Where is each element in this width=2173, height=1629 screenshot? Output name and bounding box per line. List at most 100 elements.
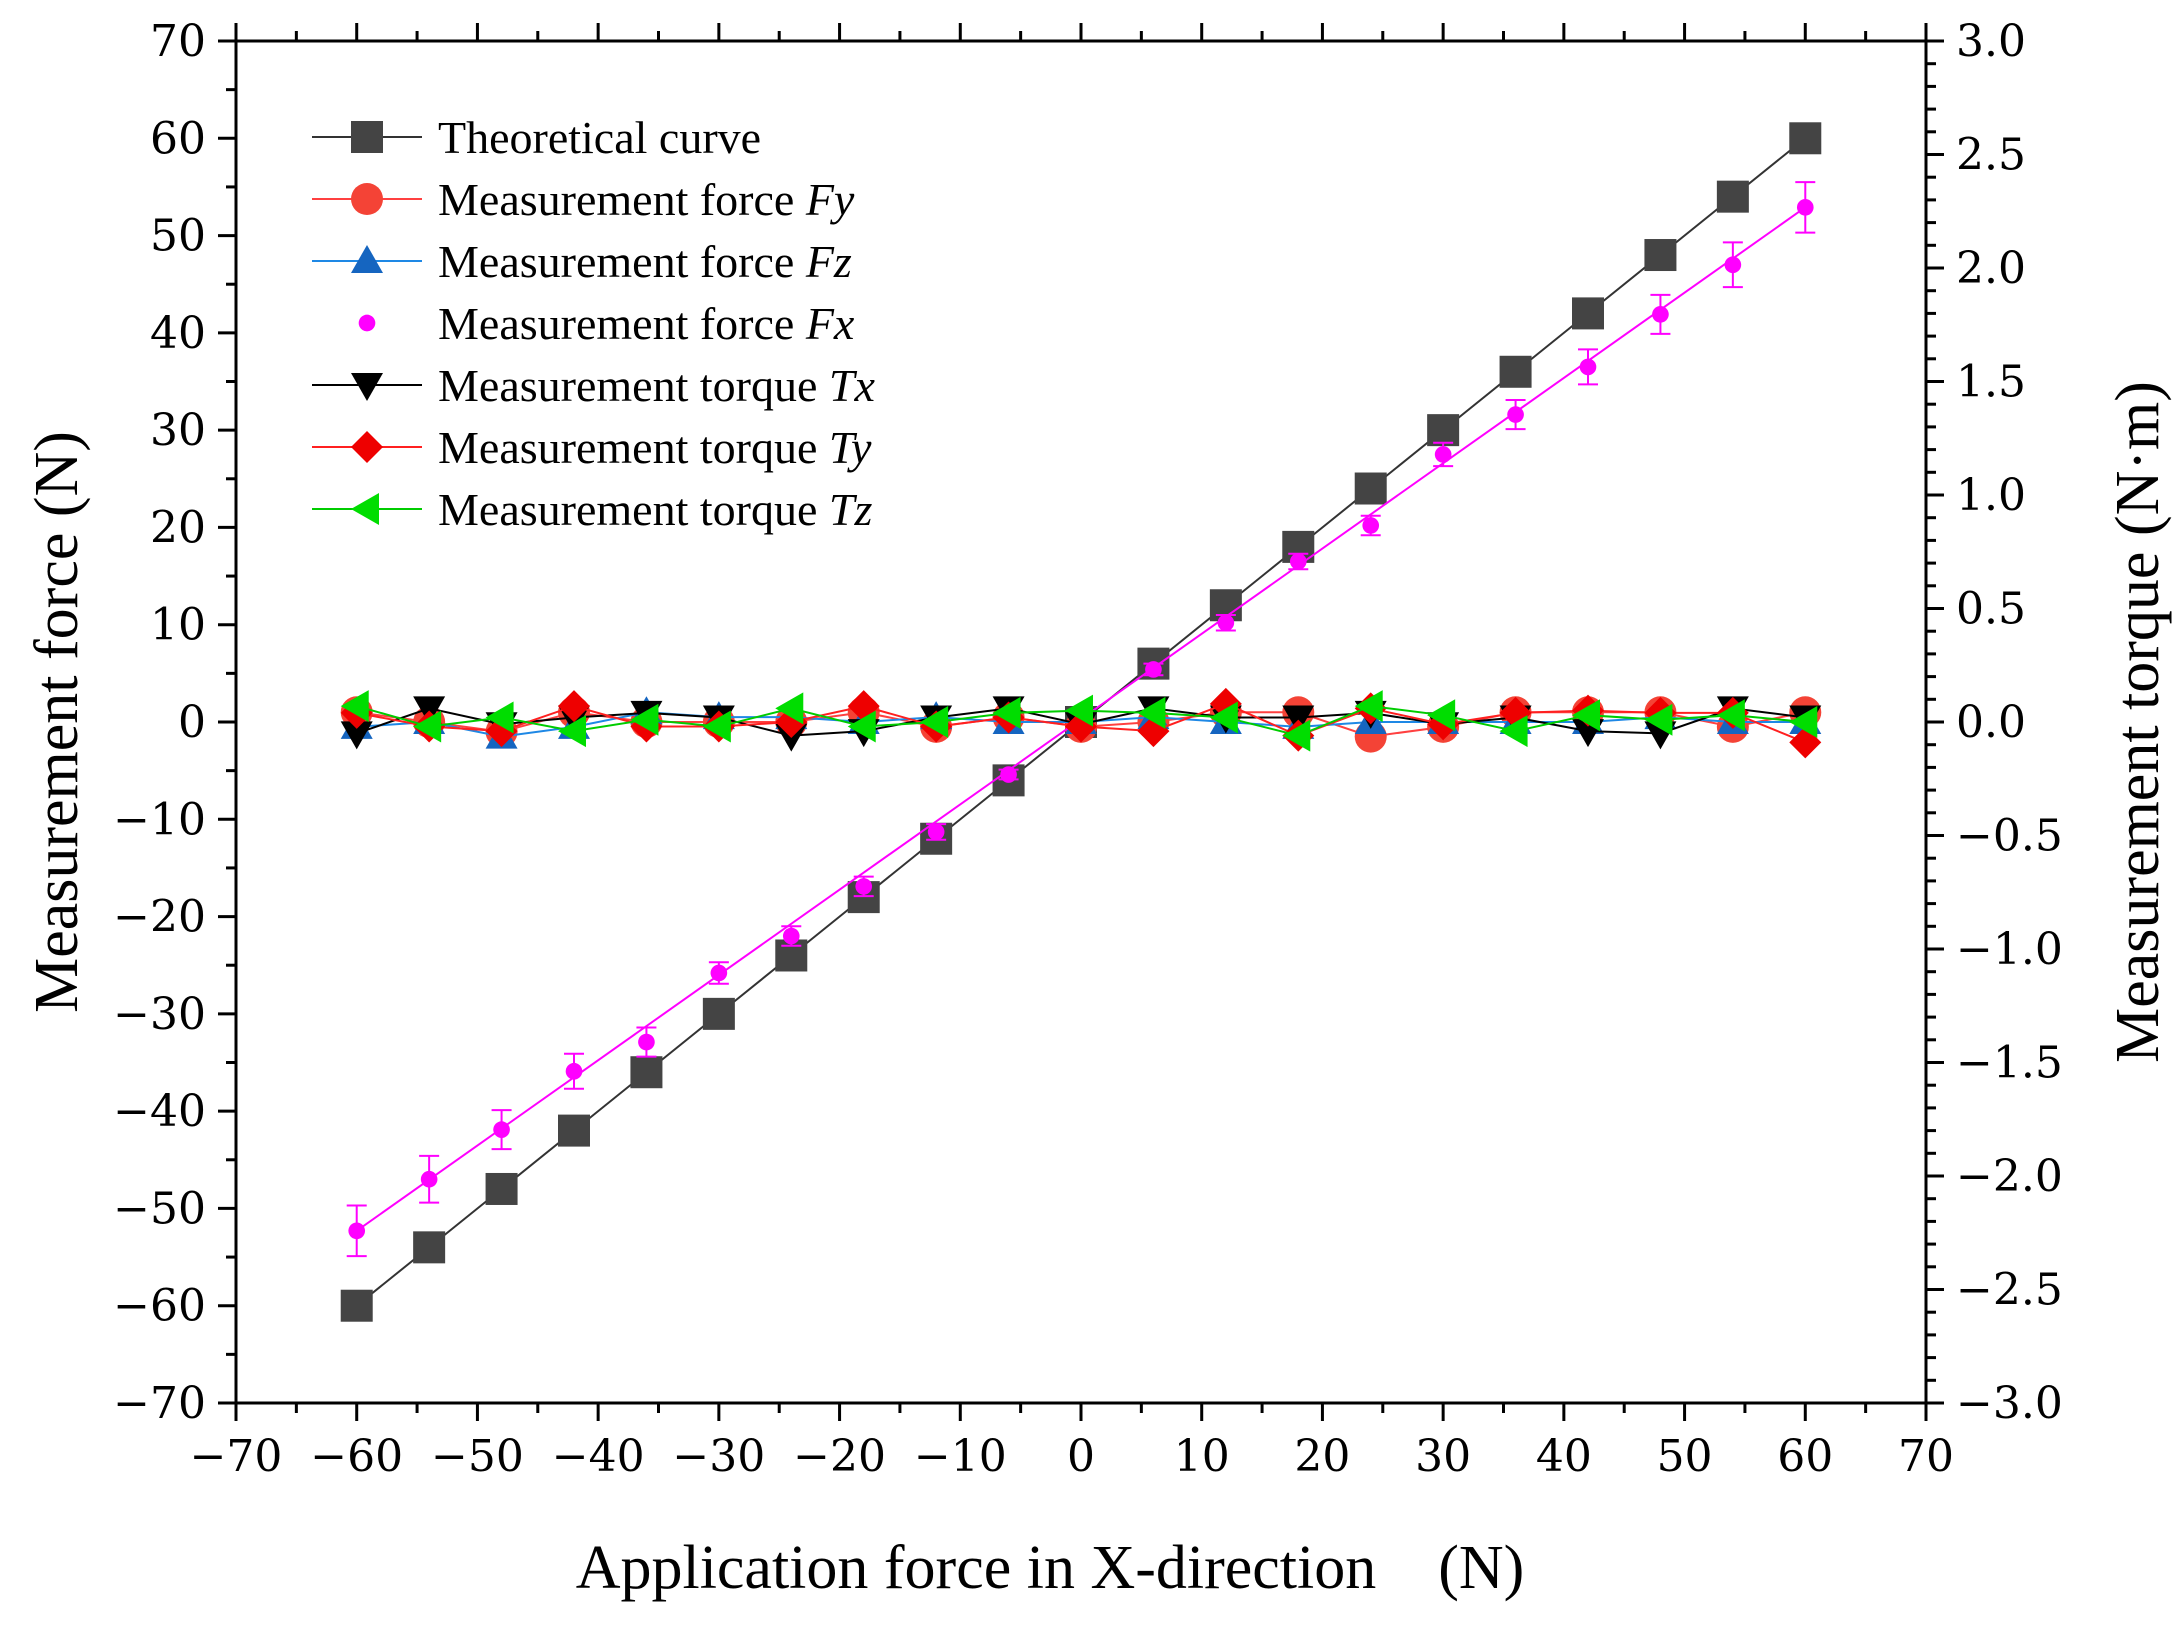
data-point	[1434, 446, 1452, 463]
legend: Theoretical curve Measurement force Fy Mea…	[312, 112, 875, 535]
legend-item: Measurement torque Ty	[312, 422, 872, 473]
data-point	[1289, 553, 1307, 570]
data-point	[992, 696, 1021, 729]
legend-marker	[351, 121, 383, 153]
data-point	[1000, 766, 1017, 783]
y-tick-label: 0	[178, 697, 206, 748]
y2-tick-label: 0.5	[1956, 584, 2026, 635]
data-point	[1644, 239, 1677, 272]
series-layer	[340, 122, 1822, 1322]
y-tick-label: −60	[113, 1281, 206, 1332]
legend-marker	[358, 314, 376, 332]
y2-tick-label: 3.0	[1956, 16, 2026, 67]
y2-tick-label: −0.5	[1956, 811, 2063, 862]
data-point	[855, 878, 873, 895]
data-point	[702, 710, 731, 743]
x-tick-label: −20	[793, 1431, 886, 1482]
legend-item: Theoretical curve	[312, 112, 761, 163]
legend-item: Measurement torque Tx	[312, 360, 875, 411]
y-tick-label: 70	[150, 16, 206, 67]
data-point	[1209, 701, 1238, 734]
x-tick-label: −10	[914, 1431, 1007, 1482]
axis-ticks: −70 −60 −50 −40 −30 −20 −10 0 10 20 30 40 50 60 70 70 60…	[113, 16, 2063, 1482]
data-point	[1217, 614, 1235, 632]
legend-marker	[351, 431, 383, 463]
legend-label: Theoretical curve	[438, 112, 761, 163]
y2-tick-label: −3.0	[1956, 1378, 2063, 1429]
data-point	[1354, 690, 1383, 723]
y2-tick-label: −2.0	[1956, 1151, 2063, 1202]
legend-marker	[351, 183, 383, 215]
legend-marker	[351, 493, 379, 525]
x-tick-label: 30	[1415, 1431, 1471, 1482]
data-point	[485, 1172, 518, 1205]
data-point	[1789, 706, 1818, 738]
x-axis-title: Application force in X-direction (N)	[576, 1534, 1525, 1602]
x-tick-label: 10	[1174, 1431, 1230, 1482]
legend-item: Measurement torque Tz	[312, 484, 872, 535]
y-tick-label: −40	[113, 1086, 206, 1137]
legend-marker	[351, 245, 383, 273]
y-tick-label: 20	[150, 502, 206, 553]
data-point	[340, 690, 369, 723]
legend-label: Measurement force Fy	[438, 174, 855, 225]
y-tick-label: 40	[150, 308, 206, 359]
data-point	[413, 696, 446, 725]
y2-tick-label: −1.0	[1956, 924, 2063, 975]
series-7	[340, 690, 1818, 752]
data-point	[413, 710, 442, 743]
y2-tick-label: −1.5	[1956, 1038, 2063, 1089]
data-point	[1716, 180, 1749, 213]
data-point	[1354, 472, 1387, 505]
x-tick-label: −40	[552, 1431, 645, 1482]
y2-tick-label: 2.5	[1956, 130, 2026, 181]
legend-label: Measurement force Fz	[438, 236, 852, 287]
data-point	[630, 703, 659, 736]
data-point	[558, 715, 586, 748]
y-tick-label: −70	[113, 1378, 206, 1429]
data-point	[1652, 306, 1669, 323]
data-point	[485, 701, 514, 734]
data-point	[782, 927, 800, 945]
data-point	[558, 1114, 590, 1147]
legend-label: Measurement torque Ty	[438, 422, 872, 473]
data-point	[847, 710, 876, 743]
data-point	[1282, 719, 1311, 752]
data-point	[710, 964, 728, 982]
y-tick-label: −30	[113, 989, 206, 1040]
data-point	[927, 823, 945, 841]
data-point	[1065, 694, 1093, 727]
legend-marker	[351, 373, 383, 401]
data-point	[1145, 661, 1162, 678]
y-tick-label: −20	[113, 892, 206, 943]
data-point	[1796, 199, 1814, 216]
y2-tick-label: −2.5	[1956, 1265, 2063, 1316]
data-point	[413, 1231, 446, 1264]
data-point	[493, 1121, 510, 1138]
x-tick-label: −50	[431, 1431, 524, 1482]
data-point	[1716, 699, 1745, 732]
series-1	[340, 122, 1822, 1322]
legend-item: Measurement force Fz	[312, 236, 852, 287]
data-point	[1724, 256, 1742, 274]
y-tick-label: 10	[150, 600, 206, 651]
x-tick-label: −60	[310, 1431, 403, 1482]
data-point	[558, 690, 590, 723]
y-tick-label: −50	[113, 1183, 206, 1234]
data-point	[638, 1033, 655, 1051]
data-point	[775, 692, 804, 725]
y2-tick-label: 0.0	[1956, 697, 2026, 748]
x-tick-label: 20	[1294, 1431, 1350, 1482]
y2-tick-label: 2.0	[1956, 243, 2026, 294]
data-point	[702, 997, 735, 1030]
data-point	[1427, 699, 1456, 732]
x-tick-label: −70	[190, 1431, 283, 1482]
data-point	[1579, 358, 1597, 376]
data-point	[1362, 517, 1380, 534]
y2-tick-label: 1.5	[1956, 357, 2026, 408]
legend-label: Measurement force Fx	[438, 298, 855, 349]
data-point	[1644, 703, 1673, 736]
legend-label: Measurement torque Tz	[438, 484, 872, 535]
data-point	[630, 1056, 663, 1089]
